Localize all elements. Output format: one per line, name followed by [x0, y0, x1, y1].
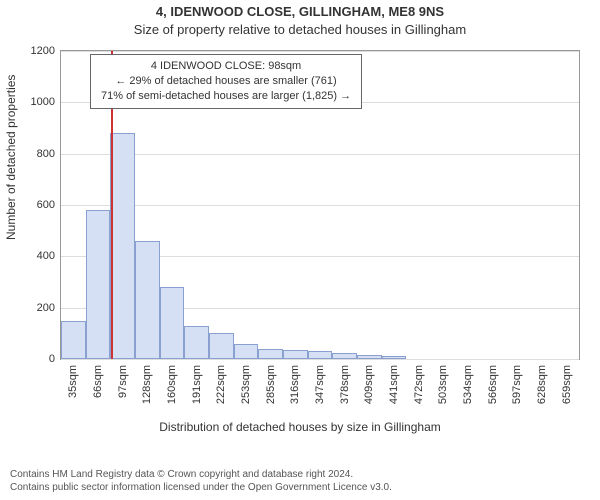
x-tick-label: 316sqm	[289, 365, 301, 404]
histogram-bar	[135, 241, 160, 359]
x-tick-label: 378sqm	[339, 365, 351, 404]
x-tick-label: 253sqm	[240, 365, 252, 404]
x-tick-label: 659sqm	[561, 365, 573, 404]
x-tick-label: 503sqm	[437, 365, 449, 404]
bar-slot: 441sqm	[382, 51, 407, 359]
histogram-bar	[86, 210, 111, 359]
annotation-line3: 71% of semi-detached houses are larger (…	[101, 89, 351, 104]
histogram-bar	[258, 349, 283, 359]
histogram-bar	[209, 333, 234, 359]
y-tick-label: 1200	[31, 45, 55, 57]
x-tick-label: 566sqm	[487, 365, 499, 404]
bar-slot: 503sqm	[431, 51, 456, 359]
x-axis-label: Distribution of detached houses by size …	[0, 420, 600, 434]
bar-slot: 35sqm	[61, 51, 86, 359]
bar-slot: 628sqm	[530, 51, 555, 359]
histogram-bar	[110, 133, 135, 359]
x-tick-label: 35sqm	[67, 365, 79, 398]
histogram-bar	[382, 356, 407, 359]
y-tick-label: 400	[37, 250, 55, 262]
copyright-notice: Contains HM Land Registry data © Crown c…	[10, 468, 392, 494]
annotation-line2: ← 29% of detached houses are smaller (76…	[101, 74, 351, 89]
x-tick-label: 409sqm	[363, 365, 375, 404]
page-title-line2: Size of property relative to detached ho…	[0, 22, 600, 37]
bar-slot: 534sqm	[456, 51, 481, 359]
bar-slot: 472sqm	[406, 51, 431, 359]
x-tick-label: 441sqm	[388, 365, 400, 404]
histogram-bar	[160, 287, 185, 359]
histogram-bar	[308, 351, 333, 359]
x-tick-label: 97sqm	[117, 365, 129, 398]
page-title-line1: 4, IDENWOOD CLOSE, GILLINGHAM, ME8 9NS	[0, 4, 600, 19]
x-tick-label: 534sqm	[462, 365, 474, 404]
x-tick-label: 285sqm	[265, 365, 277, 404]
y-tick-label: 600	[37, 199, 55, 211]
x-tick-label: 222sqm	[215, 365, 227, 404]
annotation-box: 4 IDENWOOD CLOSE: 98sqm ← 29% of detache…	[90, 54, 362, 109]
y-axis-label: Number of detached properties	[4, 75, 18, 240]
y-tick-label: 1000	[31, 96, 55, 108]
histogram-bar	[357, 355, 382, 359]
bar-slot: 566sqm	[480, 51, 505, 359]
x-tick-label: 347sqm	[314, 365, 326, 404]
bar-slot: 597sqm	[505, 51, 530, 359]
copyright-line2: Contains public sector information licen…	[10, 481, 392, 494]
grid-line	[61, 359, 579, 360]
x-tick-label: 128sqm	[141, 365, 153, 404]
x-tick-label: 597sqm	[511, 365, 523, 404]
histogram-bar	[332, 353, 357, 359]
histogram-bar	[61, 321, 86, 360]
histogram-bar	[184, 326, 209, 359]
y-tick-label: 200	[37, 302, 55, 314]
bar-slot: 659sqm	[554, 51, 579, 359]
annotation-line1: 4 IDENWOOD CLOSE: 98sqm	[101, 59, 351, 74]
histogram-bar	[234, 344, 259, 359]
copyright-line1: Contains HM Land Registry data © Crown c…	[10, 468, 392, 481]
x-tick-label: 628sqm	[536, 365, 548, 404]
x-tick-label: 160sqm	[166, 365, 178, 404]
y-tick-label: 800	[37, 148, 55, 160]
y-tick-label: 0	[49, 353, 55, 365]
x-tick-label: 66sqm	[92, 365, 104, 398]
histogram-bar	[283, 350, 308, 359]
x-tick-label: 191sqm	[191, 365, 203, 404]
x-tick-label: 472sqm	[413, 365, 425, 404]
